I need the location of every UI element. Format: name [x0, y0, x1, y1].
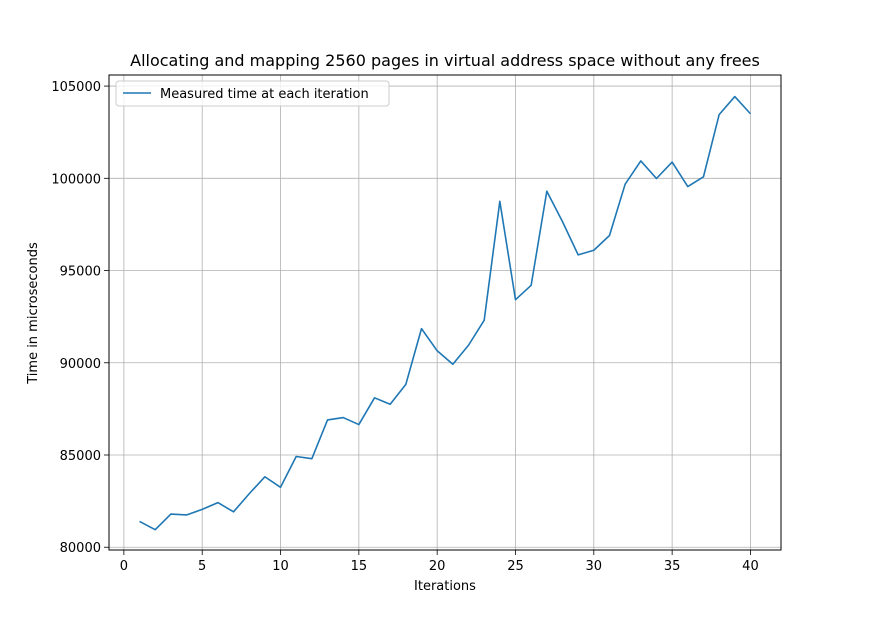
y-tick-label: 100000 [51, 172, 101, 187]
chart-title: Allocating and mapping 2560 pages in vir… [130, 51, 760, 70]
y-axis-ticks: 80000 85000 90000 95000 100000 105000 [51, 80, 109, 556]
x-tick-label: 25 [507, 559, 524, 574]
y-tick-label: 105000 [51, 80, 101, 95]
x-tick-label: 40 [742, 559, 759, 574]
y-axis-label: Time in microseconds [26, 242, 41, 385]
x-tick-label: 15 [351, 559, 368, 574]
y-tick-label: 90000 [60, 357, 101, 372]
legend-entry-label: Measured time at each iteration [160, 87, 369, 102]
x-tick-label: 20 [429, 559, 446, 574]
series-layer [139, 95, 752, 531]
y-tick-label: 85000 [60, 449, 101, 464]
x-tick-label: 30 [586, 559, 603, 574]
grid-lines [109, 75, 781, 550]
x-tick-label: 0 [120, 559, 128, 574]
x-axis-ticks: 0 5 10 15 20 25 30 35 40 [120, 550, 759, 574]
x-tick-label: 5 [198, 559, 206, 574]
legend-box [115, 80, 390, 107]
y-tick-label: 95000 [60, 265, 101, 280]
x-tick-label: 10 [272, 559, 289, 574]
y-tick-label: 80000 [60, 541, 101, 556]
legend: Measured time at each iteration [115, 80, 390, 107]
plot-area-frame [108, 74, 782, 551]
series-line-0 [139, 95, 752, 531]
x-tick-label: 35 [664, 559, 681, 574]
x-axis-label: Iterations [414, 579, 476, 594]
